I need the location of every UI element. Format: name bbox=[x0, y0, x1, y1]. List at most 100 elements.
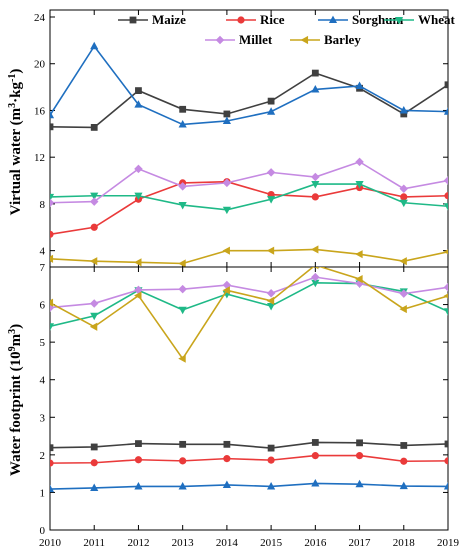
data-point-sorghum bbox=[355, 81, 364, 89]
legend: Maize Rice Sorghum Wheat Millet Barley bbox=[118, 12, 456, 47]
data-point-rice bbox=[355, 452, 364, 460]
data-point-sorghum bbox=[311, 85, 320, 93]
series-line-rice bbox=[50, 454, 448, 464]
data-point-maize bbox=[223, 110, 231, 118]
y-tick-label: 8 bbox=[40, 199, 46, 211]
data-point-millet bbox=[89, 299, 99, 308]
y-tick-label: 3 bbox=[40, 412, 46, 424]
data-point-rice bbox=[90, 223, 98, 231]
data-point-maize bbox=[311, 439, 319, 446]
data-point-barley bbox=[178, 259, 186, 267]
data-point-barley bbox=[443, 293, 448, 299]
data-point-wheat bbox=[443, 308, 448, 316]
series-line-sorghum bbox=[50, 482, 448, 490]
data-point-millet bbox=[443, 176, 448, 185]
legend-label-maize: Maize bbox=[152, 12, 186, 27]
data-point-wheat bbox=[178, 202, 187, 210]
data-point-barley bbox=[399, 257, 407, 266]
data-point-barley bbox=[266, 296, 275, 305]
series-line-wheat bbox=[50, 183, 448, 211]
data-point-sorghum bbox=[443, 481, 448, 490]
bottom-panel: 0 1 2 3 4 5 6 7 2010 2011 2012 2013 2014 2015 2016 2017… bbox=[39, 262, 460, 549]
data-point-sorghum bbox=[267, 481, 276, 490]
data-point-sorghum bbox=[90, 41, 99, 50]
data-point-maize bbox=[444, 81, 448, 89]
data-point-sorghum bbox=[267, 107, 276, 115]
bottom-y-axis-label: Water footprint (109m3) bbox=[7, 324, 25, 476]
y-tick-label: 20 bbox=[34, 59, 46, 71]
data-point-wheat bbox=[178, 306, 187, 315]
data-point-wheat bbox=[355, 180, 364, 189]
data-point-sorghum bbox=[134, 481, 143, 490]
data-point-millet bbox=[89, 197, 99, 206]
data-point-maize bbox=[179, 440, 187, 448]
data-point-rice bbox=[134, 456, 143, 464]
data-point-maize bbox=[135, 87, 142, 95]
data-point-sorghum bbox=[90, 483, 99, 491]
legend-marker-millet bbox=[215, 35, 225, 45]
data-point-millet bbox=[178, 284, 187, 294]
data-point-maize bbox=[444, 440, 448, 448]
data-point-rice bbox=[400, 457, 408, 465]
data-point-maize bbox=[50, 444, 54, 452]
data-point-sorghum bbox=[50, 484, 55, 493]
y-tick-label: 16 bbox=[34, 105, 46, 117]
legend-label-millet: Millet bbox=[239, 32, 273, 47]
legend-marker-barley bbox=[300, 35, 309, 45]
data-point-barley bbox=[355, 274, 363, 284]
data-point-maize bbox=[223, 440, 231, 448]
data-point-wheat bbox=[222, 206, 231, 215]
data-point-sorghum bbox=[399, 481, 408, 490]
data-point-sorghum bbox=[222, 480, 231, 488]
data-point-millet bbox=[443, 283, 448, 292]
x-tick-label: 2015 bbox=[260, 537, 283, 549]
data-point-barley bbox=[222, 286, 230, 295]
data-point-rice bbox=[267, 456, 275, 464]
data-point-millet bbox=[266, 289, 276, 298]
data-point-rice bbox=[223, 455, 231, 463]
legend-label-barley: Barley bbox=[324, 32, 361, 47]
data-point-rice bbox=[179, 457, 187, 465]
data-point-sorghum bbox=[50, 110, 55, 119]
data-point-wheat bbox=[90, 192, 99, 201]
data-point-maize bbox=[90, 124, 98, 131]
data-point-barley bbox=[314, 267, 319, 270]
legend-marker-wheat bbox=[394, 16, 404, 25]
data-point-rice bbox=[444, 192, 448, 200]
y-tick-label: 2 bbox=[40, 450, 46, 462]
data-point-wheat bbox=[443, 203, 448, 211]
series-group bbox=[50, 267, 448, 493]
data-point-wheat bbox=[90, 312, 99, 321]
x-tick-label: 2014 bbox=[216, 537, 239, 549]
data-point-rice bbox=[50, 230, 54, 238]
series-line-sorghum bbox=[50, 44, 448, 126]
series-line-barley bbox=[50, 267, 448, 361]
legend-label-sorghum: Sorghum bbox=[352, 12, 403, 27]
panel-bottom-frame bbox=[49, 266, 449, 531]
data-point-maize bbox=[311, 69, 319, 77]
data-point-millet bbox=[355, 157, 364, 167]
data-point-sorghum bbox=[178, 120, 187, 128]
data-point-millet bbox=[399, 289, 409, 298]
data-point-sorghum bbox=[443, 107, 448, 115]
data-point-barley bbox=[399, 305, 407, 314]
series-line-millet bbox=[50, 276, 448, 309]
data-point-barley bbox=[178, 354, 186, 363]
data-point-wheat bbox=[267, 196, 276, 204]
panel-top-frame bbox=[49, 9, 449, 268]
data-point-maize bbox=[90, 443, 98, 451]
data-point-sorghum bbox=[399, 106, 408, 114]
y-tick-label: 4 bbox=[40, 375, 46, 387]
top-panel: 4 8 12 16 20 24 Maize Rice Sorghum Wheat Millet Bar… bbox=[34, 9, 456, 268]
series-line-barley bbox=[50, 248, 448, 265]
y-tick-label: 12 bbox=[34, 152, 45, 164]
data-point-wheat bbox=[311, 279, 320, 288]
series-line-maize bbox=[50, 441, 448, 449]
data-point-millet bbox=[266, 168, 276, 177]
data-point-barley bbox=[134, 258, 142, 267]
legend-label-rice: Rice bbox=[260, 12, 285, 27]
series-line-rice bbox=[50, 180, 448, 236]
data-point-barley bbox=[310, 245, 319, 254]
y-tick-label: 5 bbox=[40, 337, 46, 349]
data-point-millet bbox=[311, 172, 320, 182]
